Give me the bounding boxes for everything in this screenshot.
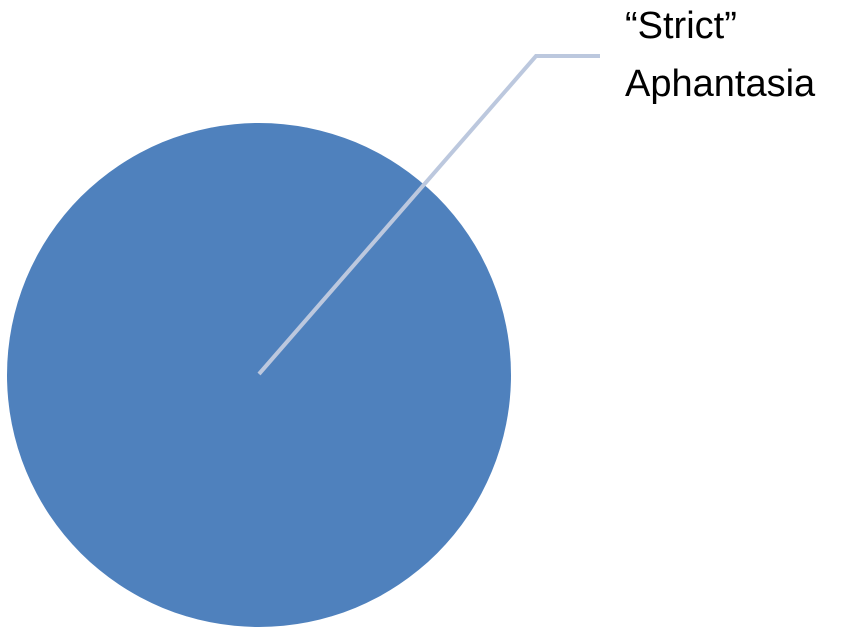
slice-label-line-2: Aphantasia [625, 63, 816, 105]
pie-slice-0 [7, 123, 511, 627]
slice-label-line-1: “Strict” [625, 5, 737, 47]
pie-slices [7, 123, 511, 627]
slice-label: “Strict” Aphantasia [625, 5, 816, 105]
slice-leader-line [257, 54, 600, 376]
